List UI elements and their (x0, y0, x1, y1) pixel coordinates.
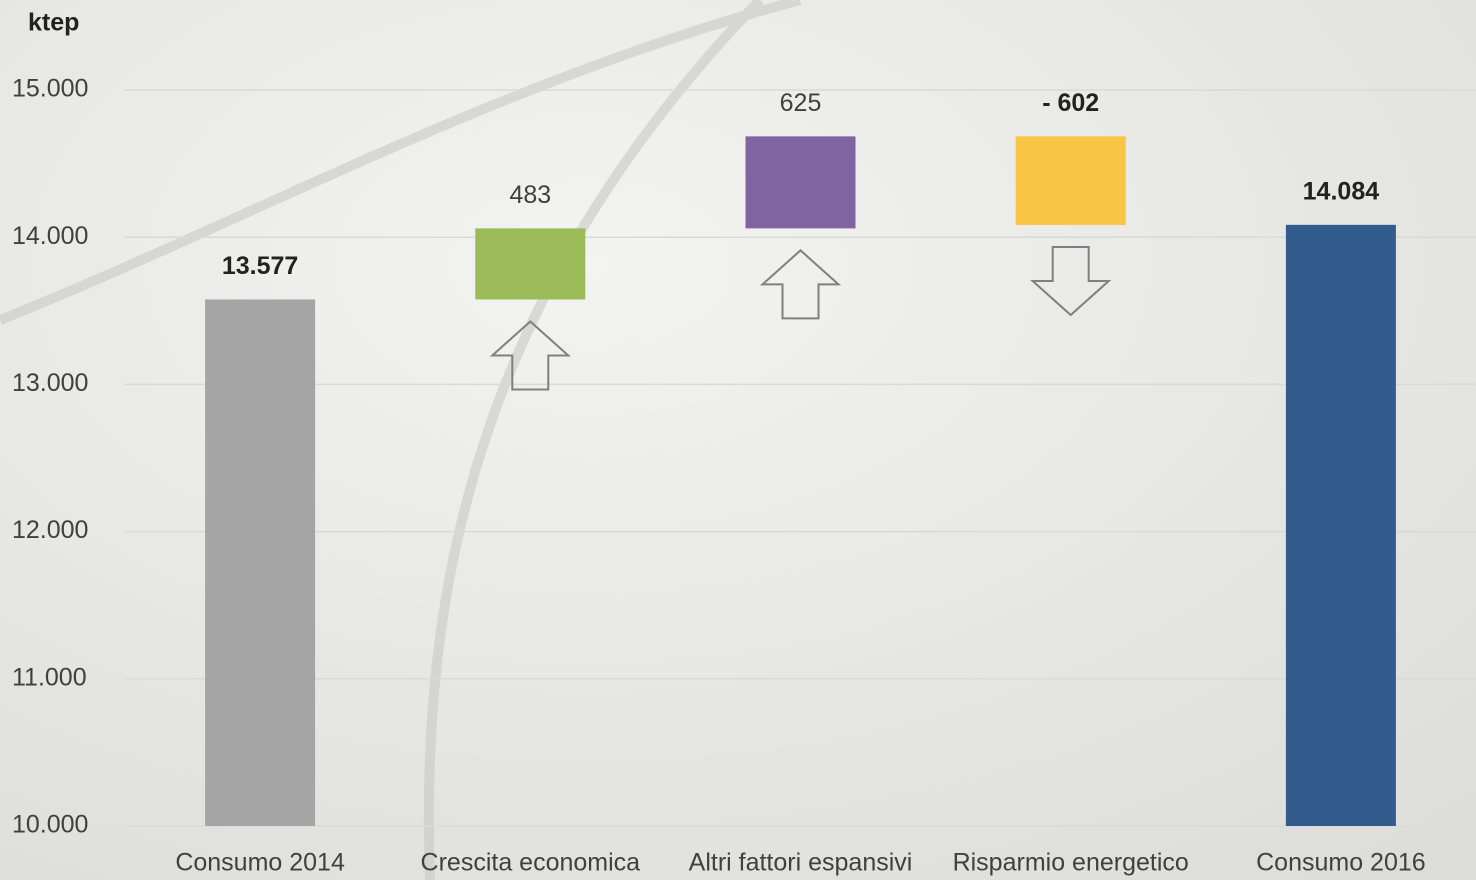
bar (1015, 136, 1126, 225)
leaf-vein (0, 0, 802, 880)
value-label: 14.084 (1303, 177, 1380, 205)
y-tick-label: 13.000 (12, 369, 88, 397)
bar (205, 299, 316, 827)
up-arrow (759, 249, 842, 320)
down-arrow (1030, 245, 1112, 317)
y-axis-label: ktep (28, 9, 79, 37)
bar (1285, 224, 1396, 826)
value-label: 483 (509, 181, 551, 209)
x-tick-label: Consumo 2016 (1256, 849, 1426, 877)
y-tick-label: 11.000 (12, 663, 87, 691)
up-arrow (489, 320, 571, 391)
y-tick-label: 10.000 (12, 811, 88, 839)
y-tick-label: 15.000 (12, 75, 88, 103)
value-label: - 602 (1042, 89, 1099, 117)
x-tick-label: Crescita economica (421, 849, 641, 877)
bar (475, 228, 586, 300)
x-tick-label: Consumo 2014 (175, 849, 345, 877)
x-tick-label: Altri fattori espansivi (689, 849, 913, 877)
value-label: 625 (780, 89, 822, 117)
x-tick-label: Risparmio energetico (953, 849, 1189, 877)
value-label: 13.577 (222, 252, 298, 280)
bar (745, 136, 856, 229)
y-tick-label: 12.000 (12, 516, 88, 544)
y-tick-label: 14.000 (12, 222, 88, 250)
